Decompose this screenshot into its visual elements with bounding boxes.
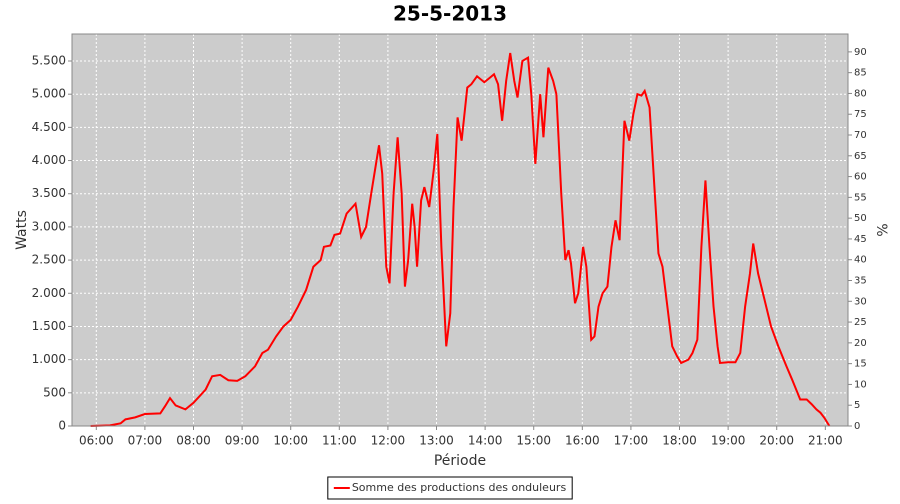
x-tick-label: 13:00: [419, 434, 454, 448]
y-tick-label: 500: [43, 385, 66, 399]
y2-tick-label: 30: [854, 296, 867, 307]
y-tick-label: 4.500: [32, 120, 66, 134]
y2-tick-label: 35: [854, 276, 867, 287]
x-tick-label: 10:00: [273, 434, 308, 448]
x-tick-label: 16:00: [565, 434, 600, 448]
x-tick-label: 12:00: [371, 434, 406, 448]
y2-tick-label: 20: [854, 338, 867, 349]
legend: Somme des productions des onduleurs: [327, 476, 573, 500]
y2-tick-label: 15: [854, 359, 867, 370]
x-tick-label: 06:00: [79, 434, 114, 448]
y2-tick-label: 55: [854, 192, 867, 203]
legend-label: Somme des productions des onduleurs: [352, 481, 567, 494]
y-tick-label: 1.500: [32, 319, 66, 333]
x-tick-label: 08:00: [176, 434, 211, 448]
x-tick-label: 09:00: [225, 434, 260, 448]
y-tick-label: 5.000: [32, 87, 66, 101]
y2-tick-label: 60: [854, 172, 867, 183]
y-tick-label: 0: [58, 419, 66, 433]
y-tick-label: 1.000: [32, 352, 66, 366]
y2-tick-label: 45: [854, 234, 867, 245]
x-tick-label: 20:00: [759, 434, 794, 448]
y2-tick-label: 10: [854, 379, 867, 390]
x-tick-label: 07:00: [128, 434, 163, 448]
y2-tick-label: 50: [854, 213, 867, 224]
x-axis-label: Période: [434, 453, 486, 469]
x-tick-label: 15:00: [516, 434, 551, 448]
y2-axis-label: %: [873, 223, 889, 236]
y-tick-label: 3.500: [32, 186, 66, 200]
y-tick-label: 4.000: [32, 153, 66, 167]
y2-tick-label: 0: [854, 421, 860, 432]
x-tick-label: 21:00: [808, 434, 843, 448]
x-tick-label: 18:00: [662, 434, 697, 448]
x-tick-label: 19:00: [711, 434, 746, 448]
y-tick-label: 3.000: [32, 219, 66, 233]
data-line: [90, 52, 831, 427]
y-tick-label: 2.500: [32, 253, 66, 267]
x-tick-label: 17:00: [614, 434, 649, 448]
chart-title: 25-5-2013: [393, 2, 507, 26]
y-tick-label: 2.000: [32, 286, 66, 300]
y2-tick-label: 75: [854, 109, 867, 120]
y2-tick-label: 40: [854, 255, 867, 266]
y-axis-label: Watts: [14, 210, 30, 250]
x-tick-label: 11:00: [322, 434, 357, 448]
y2-tick-label: 90: [854, 47, 867, 58]
y2-tick-label: 80: [854, 88, 867, 99]
legend-box: [327, 476, 573, 500]
y2-tick-label: 5: [854, 400, 860, 411]
x-tick-label: 14:00: [468, 434, 503, 448]
y-tick-label: 5.500: [32, 54, 66, 68]
plot-border: [71, 33, 849, 427]
y2-tick-label: 85: [854, 68, 867, 79]
y2-tick-label: 65: [854, 151, 867, 162]
plot-area: [71, 33, 849, 427]
y2-tick-label: 70: [854, 130, 867, 141]
y2-tick-label: 25: [854, 317, 867, 328]
